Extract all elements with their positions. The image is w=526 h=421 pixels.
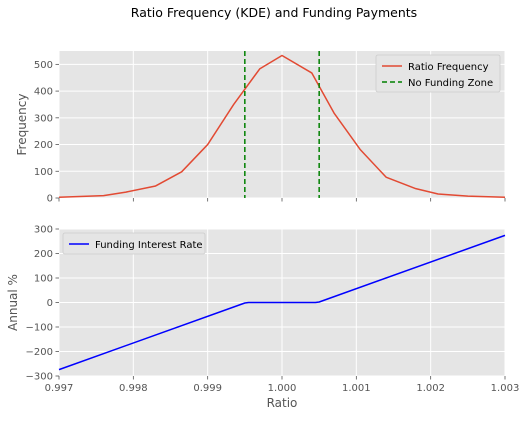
x-tick-label: 1.000	[268, 383, 297, 394]
y-tick-label: 300	[34, 225, 53, 236]
funding-lines	[58, 234, 506, 371]
x-tick-label: 1.001	[342, 383, 371, 394]
x-tick-label: 0.998	[119, 383, 148, 394]
legend-label-ratio-frequency: Ratio Frequency	[408, 62, 489, 73]
x-tick-label: 0.999	[193, 383, 222, 394]
funding-x-axis-label: Ratio	[267, 396, 298, 410]
funding-legend-box	[62, 232, 206, 255]
x-tick-label: 1.002	[416, 383, 445, 394]
kde-legend-box	[375, 54, 501, 93]
y-tick-label: 100	[34, 274, 53, 285]
kde-lines	[58, 51, 506, 198]
y-tick-label: −100	[26, 323, 53, 334]
kde-legend: Ratio Frequency No Funding Zone	[375, 54, 501, 93]
figure-title: Ratio Frequency (KDE) and Funding Paymen…	[131, 5, 417, 20]
funding-legend: Funding Interest Rate	[62, 232, 206, 255]
y-tick-label: 400	[34, 87, 53, 98]
kde-y-axis-label: Frequency	[15, 94, 29, 156]
y-tick-label: −300	[26, 372, 53, 383]
funding-panel: 0.997 0.998 0.999 1.000 1.001 1.002 1.003 −300 −…	[6, 225, 519, 411]
y-tick-label: −200	[26, 347, 53, 358]
series-line-ratio-frequency	[58, 54, 506, 198]
y-tick-label: 200	[34, 249, 53, 260]
kde-ticks: 0 100 200 300 400 500	[34, 60, 506, 205]
funding-ticks: 0.997 0.998 0.999 1.000 1.001 1.002 1.003 −300 −…	[26, 225, 520, 395]
y-tick-label: 0	[47, 194, 53, 205]
y-tick-label: 300	[34, 113, 53, 124]
legend-label-no-funding-zone: No Funding Zone	[408, 78, 493, 89]
series-line-funding-interest-rate	[58, 234, 506, 371]
legend-label-funding-interest-rate: Funding Interest Rate	[95, 240, 203, 251]
x-tick-label: 0.997	[45, 383, 74, 394]
x-tick-label: 1.003	[491, 383, 520, 394]
y-tick-label: 100	[34, 167, 53, 178]
kde-panel: 0 100 200 300 400 500 Frequency Ratio Frequen…	[15, 51, 506, 205]
funding-y-axis-label: Annual %	[6, 274, 20, 331]
y-tick-label: 200	[34, 140, 53, 151]
y-tick-label: 0	[47, 298, 53, 309]
y-tick-label: 500	[34, 60, 53, 71]
